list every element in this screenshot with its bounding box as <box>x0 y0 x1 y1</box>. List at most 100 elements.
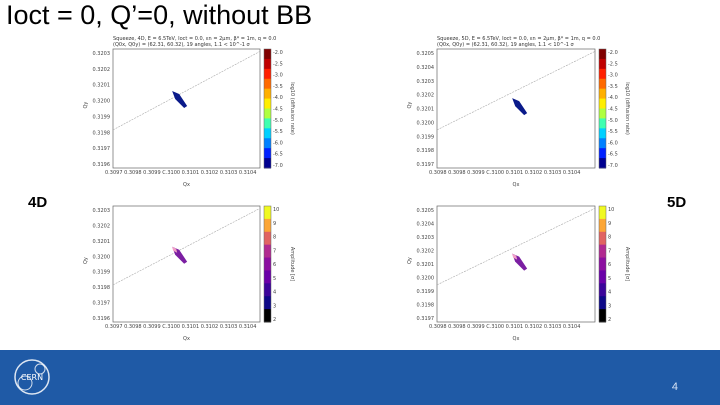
colorbar-tick-label: -3.5 <box>273 84 283 90</box>
colorbar-segment <box>264 108 271 119</box>
colorbar <box>598 48 607 169</box>
colorbar-tick-label: -6.0 <box>273 140 283 146</box>
colorbar-segment <box>599 206 606 220</box>
colorbar-tick-label: 9 <box>273 221 276 227</box>
colorbar-tick-label: -5.5 <box>608 129 618 135</box>
y-tick-label: 0.3198 <box>417 148 435 154</box>
resonance-line <box>112 208 261 286</box>
colorbar-tick-label: 3 <box>273 303 276 309</box>
colorbar-segment <box>264 68 271 80</box>
y-axis-label: Qy <box>407 257 413 264</box>
colorbar-tick-label: 2 <box>608 317 611 323</box>
x-axis-label: Qx <box>513 182 520 188</box>
colorbar-tick-label: -7.0 <box>273 163 283 169</box>
y-tick-label: 0.3198 <box>93 130 111 136</box>
colorbar-segment <box>264 158 271 169</box>
colorbar-segment <box>264 138 271 149</box>
plot-axes <box>436 205 596 323</box>
colorbar-segment <box>599 68 606 80</box>
y-tick-label: 0.3204 <box>417 222 435 228</box>
colorbar-segment <box>264 118 271 129</box>
y-tick-label: 0.3205 <box>417 208 435 214</box>
y-tick-label: 0.3196 <box>93 162 111 168</box>
y-tick-label: 0.3201 <box>93 83 111 89</box>
y-tick-label: 0.3203 <box>93 208 111 214</box>
colorbar-segment <box>264 98 271 109</box>
colorbar-tick-label: 7 <box>273 248 276 254</box>
colorbar-tick-label: -2.0 <box>608 50 618 56</box>
colorbar-tick-label: 3 <box>608 303 611 309</box>
y-tick-label: 0.3204 <box>417 65 435 71</box>
colorbar-segment <box>264 296 271 310</box>
y-tick-label: 0.3197 <box>417 316 435 322</box>
colorbar-segment <box>264 206 271 220</box>
y-tick-label: 0.3200 <box>417 120 435 126</box>
colorbar-label: log10 (diffusion rate) <box>289 82 295 135</box>
colorbar-segment <box>599 98 606 109</box>
colorbar-segment <box>599 244 606 259</box>
colorbar-tick-label: -6.0 <box>608 140 618 146</box>
tune-footprint <box>512 98 528 116</box>
colorbar-segment <box>264 88 271 100</box>
colorbar-tick-label: -2.5 <box>273 61 283 67</box>
y-tick-label: 0.3202 <box>417 249 435 255</box>
tune-footprint-core <box>512 253 518 260</box>
plot-header-line1: Squeeze, 5D, E = 6.5TeV, Ioct = 0.0, εn … <box>437 36 600 42</box>
colorbar-segment <box>599 128 606 139</box>
footer-bar <box>0 350 720 405</box>
y-tick-label: 0.3200 <box>93 254 111 260</box>
colorbar-segment <box>599 108 606 119</box>
colorbar-tick-label: 6 <box>608 262 611 268</box>
colorbar-tick-label: 5 <box>608 276 611 282</box>
x-axis-label: Qx <box>183 336 190 342</box>
plot-panel-bottom-right: 0.3205 0.3204 0.3203 0.3202 0.3201 0.3200 0.31… <box>407 205 630 342</box>
colorbar-tick-label: -4.0 <box>608 95 618 101</box>
colorbar-segment <box>599 158 606 169</box>
colorbar-segment <box>599 218 606 233</box>
tune-footprint <box>172 90 188 108</box>
x-tick-labels: 0.3097 0.3098 0.3099 C.3100 0.3101 0.310… <box>105 324 256 330</box>
x-axis-label: Qx <box>513 336 520 342</box>
colorbar-tick-label: -4.5 <box>608 107 618 113</box>
y-tick-label: 0.3200 <box>93 99 111 105</box>
colorbar-tick-label: -7.0 <box>608 163 618 169</box>
plot-axes <box>436 48 596 169</box>
colorbar <box>598 205 607 323</box>
y-tick-label: 0.3199 <box>417 134 435 140</box>
colorbar-segment <box>599 270 606 284</box>
y-tick-label: 0.3202 <box>93 67 111 73</box>
label-5d: 5D <box>667 194 687 211</box>
y-tick-label: 0.3199 <box>93 270 111 276</box>
colorbar-segment <box>599 58 606 70</box>
colorbar-tick-label: -6.5 <box>273 152 283 158</box>
colorbar-segment <box>599 88 606 100</box>
tune-footprint-core <box>172 246 178 253</box>
y-tick-label: 0.3202 <box>93 223 111 229</box>
plot-panel-top-right: Squeeze, 5D, E = 6.5TeV, Ioct = 0.0, εn … <box>407 36 630 188</box>
y-tick-label: 0.3197 <box>417 162 435 168</box>
y-tick-label: 0.3205 <box>417 51 435 57</box>
slide-title: Ioct = 0, Q’=0, without BB <box>6 0 313 30</box>
colorbar-segment <box>264 257 271 271</box>
colorbar-segment <box>599 148 606 159</box>
y-tick-label: 0.3200 <box>417 276 435 282</box>
plot-header-line1: Squeeze, 4D, E = 6.5TeV, Ioct = 0.0, εn … <box>113 36 276 42</box>
y-tick-label: 0.3197 <box>93 301 111 307</box>
colorbar-tick-label: -4.0 <box>273 95 283 101</box>
colorbar-tick-label: 8 <box>273 235 276 241</box>
colorbar-tick-label: -5.0 <box>273 118 283 124</box>
colorbar-segment <box>599 283 606 297</box>
y-tick-label: 0.3201 <box>93 239 111 245</box>
colorbar-tick-label: -4.5 <box>273 107 283 113</box>
y-tick-label: 0.3203 <box>417 79 435 85</box>
colorbar-tick-label: -3.0 <box>608 73 618 79</box>
colorbar-tick-label: -3.0 <box>273 73 283 79</box>
colorbar-segment <box>264 148 271 159</box>
colorbar-segment <box>264 231 271 246</box>
y-axis-label: Qy <box>407 102 413 109</box>
y-tick-label: 0.3199 <box>417 289 435 295</box>
colorbar-tick-label: -2.5 <box>608 61 618 67</box>
colorbar-tick-label: 2 <box>273 317 276 323</box>
plot-header-line2: (Q0x, Q0y) = (62.31, 60.32), 19 angles, … <box>437 42 575 48</box>
colorbar-segment <box>264 218 271 233</box>
